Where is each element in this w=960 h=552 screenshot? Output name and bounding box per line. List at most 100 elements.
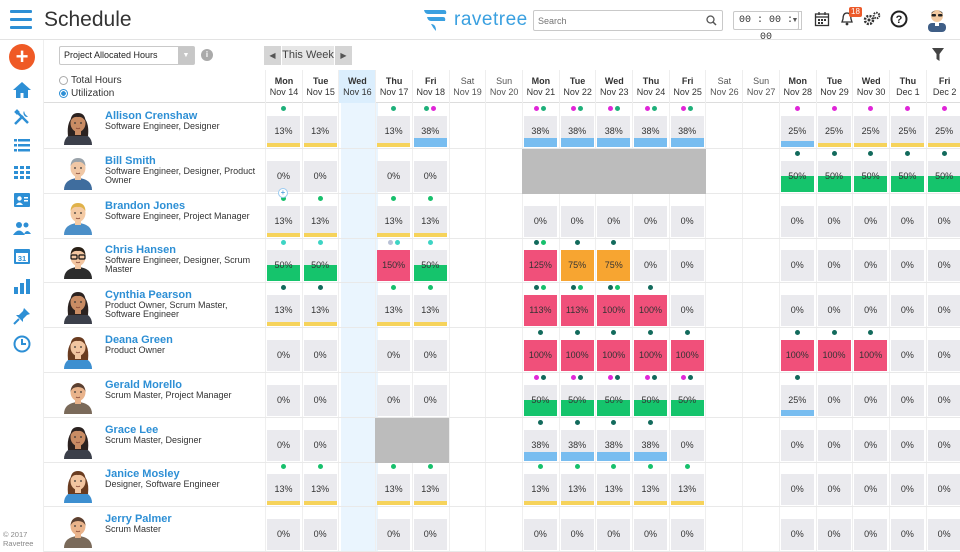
person-avatar[interactable] <box>60 287 96 325</box>
day-header[interactable]: Wed Nov 16 <box>338 70 376 103</box>
utilization-cell[interactable]: 0% <box>413 340 447 371</box>
utilization-cell[interactable]: 0% <box>780 474 814 506</box>
settings-gears-icon[interactable] <box>862 9 882 29</box>
utilization-cell[interactable]: 50% <box>597 384 631 416</box>
utilization-cell[interactable]: 50% <box>927 160 960 192</box>
add-assignment-icon[interactable]: + <box>278 187 288 198</box>
total-hours-radio[interactable]: Total Hours <box>59 74 122 87</box>
utilization-cell[interactable]: 0% <box>670 295 704 327</box>
utilization-cell[interactable]: 125% <box>523 250 557 282</box>
utilization-cell[interactable]: 38% <box>634 116 667 147</box>
person-avatar[interactable] <box>60 511 96 549</box>
calendar-icon[interactable] <box>812 9 832 29</box>
utilization-cell[interactable]: 0% <box>854 295 888 327</box>
utilization-cell[interactable]: 0% <box>413 519 447 551</box>
add-button[interactable]: + <box>9 44 35 70</box>
person-name[interactable]: Brandon Jones <box>105 199 186 212</box>
team-icon[interactable] <box>12 218 32 238</box>
schedule-calendar-icon[interactable]: 31 <box>12 246 32 266</box>
person-name[interactable]: Grace Lee <box>105 423 159 436</box>
utilization-cell[interactable]: 50% <box>854 160 888 192</box>
time-tracker[interactable]: 00 : 00 : 00 <box>733 11 799 43</box>
reports-bar-chart-icon[interactable] <box>12 276 32 296</box>
utilization-cell[interactable]: 13% <box>560 474 594 506</box>
blocked-time-cell[interactable] <box>558 148 596 194</box>
utilization-cell[interactable]: 0% <box>780 295 814 327</box>
utilization-cell[interactable]: 0% <box>890 205 924 237</box>
utilization-cell[interactable]: 0% <box>634 519 667 551</box>
utilization-cell[interactable]: 0% <box>817 250 851 282</box>
utilization-cell[interactable]: 38% <box>413 116 447 147</box>
person-avatar[interactable] <box>60 422 96 459</box>
utilization-cell[interactable]: 13% <box>670 474 704 506</box>
person-name[interactable]: Allison Crenshaw <box>105 110 198 122</box>
chevron-down-icon[interactable]: ▼ <box>178 47 194 64</box>
contacts-icon[interactable] <box>12 190 32 210</box>
blocked-time-cell[interactable] <box>411 417 449 463</box>
utilization-cell[interactable]: 0% <box>670 250 704 282</box>
utilization-cell[interactable]: 100% <box>634 340 667 371</box>
utilization-cell[interactable]: 0% <box>854 250 888 282</box>
utilization-cell[interactable]: 13% <box>377 205 411 237</box>
utilization-cell[interactable]: 0% <box>890 384 924 416</box>
utilization-cell[interactable]: 0% <box>670 429 704 461</box>
utilization-cell[interactable]: 0% <box>267 429 300 461</box>
utilization-cell[interactable]: 50% <box>817 160 851 192</box>
day-header[interactable]: Mon Nov 21 <box>521 70 559 103</box>
utilization-cell[interactable]: 38% <box>634 429 667 461</box>
person-avatar[interactable] <box>60 332 96 369</box>
utilization-cell[interactable]: 0% <box>634 205 667 237</box>
blocked-time-cell[interactable] <box>632 148 669 194</box>
filter-icon[interactable] <box>932 48 944 62</box>
day-header[interactable]: Tue Nov 22 <box>558 70 596 103</box>
utilization-cell[interactable]: 0% <box>890 340 924 371</box>
previous-week-button[interactable]: ◀ <box>264 46 281 65</box>
person-avatar[interactable] <box>60 377 96 414</box>
day-header[interactable]: Sun Nov 27 <box>742 70 779 103</box>
person-name[interactable]: Deana Green <box>105 334 173 346</box>
utilization-cell[interactable]: 13% <box>597 474 631 506</box>
blocked-time-cell[interactable] <box>668 148 706 194</box>
utilization-cell[interactable]: 13% <box>634 474 667 506</box>
utilization-cell[interactable]: 0% <box>303 519 337 551</box>
utilization-cell[interactable]: 13% <box>413 205 447 237</box>
menu-icon[interactable] <box>10 10 32 29</box>
utilization-cell[interactable]: 25% <box>890 116 924 147</box>
utilization-cell[interactable]: 0% <box>560 205 594 237</box>
utilization-cell[interactable]: 0% <box>267 340 300 371</box>
utilization-cell[interactable]: 50% <box>560 384 594 416</box>
utilization-cell[interactable]: 0% <box>413 384 447 416</box>
utilization-cell[interactable]: 113% <box>560 295 594 327</box>
utilization-cell[interactable]: 13% <box>303 116 337 147</box>
utilization-cell[interactable]: 0% <box>780 519 814 551</box>
utilization-cell[interactable]: 50% <box>780 160 814 192</box>
utilization-cell[interactable]: 0% <box>303 384 337 416</box>
day-header[interactable]: Thu Dec 1 <box>888 70 926 103</box>
utilization-cell[interactable]: 75% <box>560 250 594 282</box>
day-header[interactable]: Thu Nov 24 <box>632 70 669 103</box>
utilization-cell[interactable]: 13% <box>413 474 447 506</box>
utilization-cell[interactable]: 0% <box>817 519 851 551</box>
utilization-cell[interactable]: 0% <box>303 340 337 371</box>
day-header[interactable]: Sun Nov 20 <box>485 70 522 103</box>
utilization-cell[interactable]: 13% <box>267 474 300 506</box>
utilization-cell[interactable]: 0% <box>817 384 851 416</box>
utilization-cell[interactable]: 75% <box>597 250 631 282</box>
utilization-radio[interactable]: Utilization <box>59 87 122 100</box>
utilization-cell[interactable]: 0% <box>377 160 411 192</box>
day-header[interactable]: Thu Nov 17 <box>375 70 412 103</box>
utilization-cell[interactable]: 100% <box>523 340 557 371</box>
utilization-cell[interactable]: 25% <box>817 116 851 147</box>
utilization-cell[interactable]: 13% <box>413 295 447 327</box>
utilization-cell[interactable]: 0% <box>927 205 960 237</box>
utilization-cell[interactable]: 0% <box>560 519 594 551</box>
utilization-cell[interactable]: 0% <box>927 474 960 506</box>
utilization-cell[interactable]: 0% <box>817 429 851 461</box>
user-avatar[interactable] <box>925 6 949 32</box>
day-header[interactable]: Tue Nov 15 <box>301 70 339 103</box>
utilization-cell[interactable]: 0% <box>890 429 924 461</box>
day-header[interactable]: Wed Nov 23 <box>595 70 632 103</box>
day-header[interactable]: Sat Nov 19 <box>448 70 486 103</box>
utilization-cell[interactable]: 0% <box>927 384 960 416</box>
person-name[interactable]: Jerry Palmer <box>105 513 172 526</box>
